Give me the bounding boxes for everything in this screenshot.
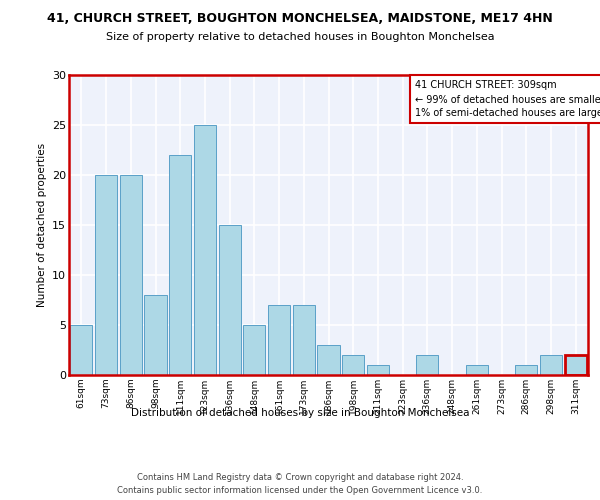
Text: Size of property relative to detached houses in Boughton Monchelsea: Size of property relative to detached ho… bbox=[106, 32, 494, 42]
Bar bbox=[293, 305, 315, 375]
Bar bbox=[416, 355, 439, 375]
Bar bbox=[565, 355, 587, 375]
Bar bbox=[466, 365, 488, 375]
Text: Contains public sector information licensed under the Open Government Licence v3: Contains public sector information licen… bbox=[118, 486, 482, 495]
Text: Distribution of detached houses by size in Boughton Monchelsea: Distribution of detached houses by size … bbox=[131, 408, 469, 418]
Bar bbox=[169, 155, 191, 375]
Bar bbox=[194, 125, 216, 375]
Text: 41 CHURCH STREET: 309sqm
← 99% of detached houses are smaller (145)
1% of semi-d: 41 CHURCH STREET: 309sqm ← 99% of detach… bbox=[415, 80, 600, 118]
Bar bbox=[145, 295, 167, 375]
Bar bbox=[119, 175, 142, 375]
Y-axis label: Number of detached properties: Number of detached properties bbox=[37, 143, 47, 307]
Bar bbox=[317, 345, 340, 375]
Bar bbox=[540, 355, 562, 375]
Bar bbox=[268, 305, 290, 375]
Bar bbox=[95, 175, 117, 375]
Bar bbox=[218, 225, 241, 375]
Bar bbox=[70, 325, 92, 375]
Bar bbox=[243, 325, 265, 375]
Bar bbox=[515, 365, 538, 375]
Bar bbox=[342, 355, 364, 375]
Text: Contains HM Land Registry data © Crown copyright and database right 2024.: Contains HM Land Registry data © Crown c… bbox=[137, 472, 463, 482]
Text: 41, CHURCH STREET, BOUGHTON MONCHELSEA, MAIDSTONE, ME17 4HN: 41, CHURCH STREET, BOUGHTON MONCHELSEA, … bbox=[47, 12, 553, 26]
Bar bbox=[367, 365, 389, 375]
